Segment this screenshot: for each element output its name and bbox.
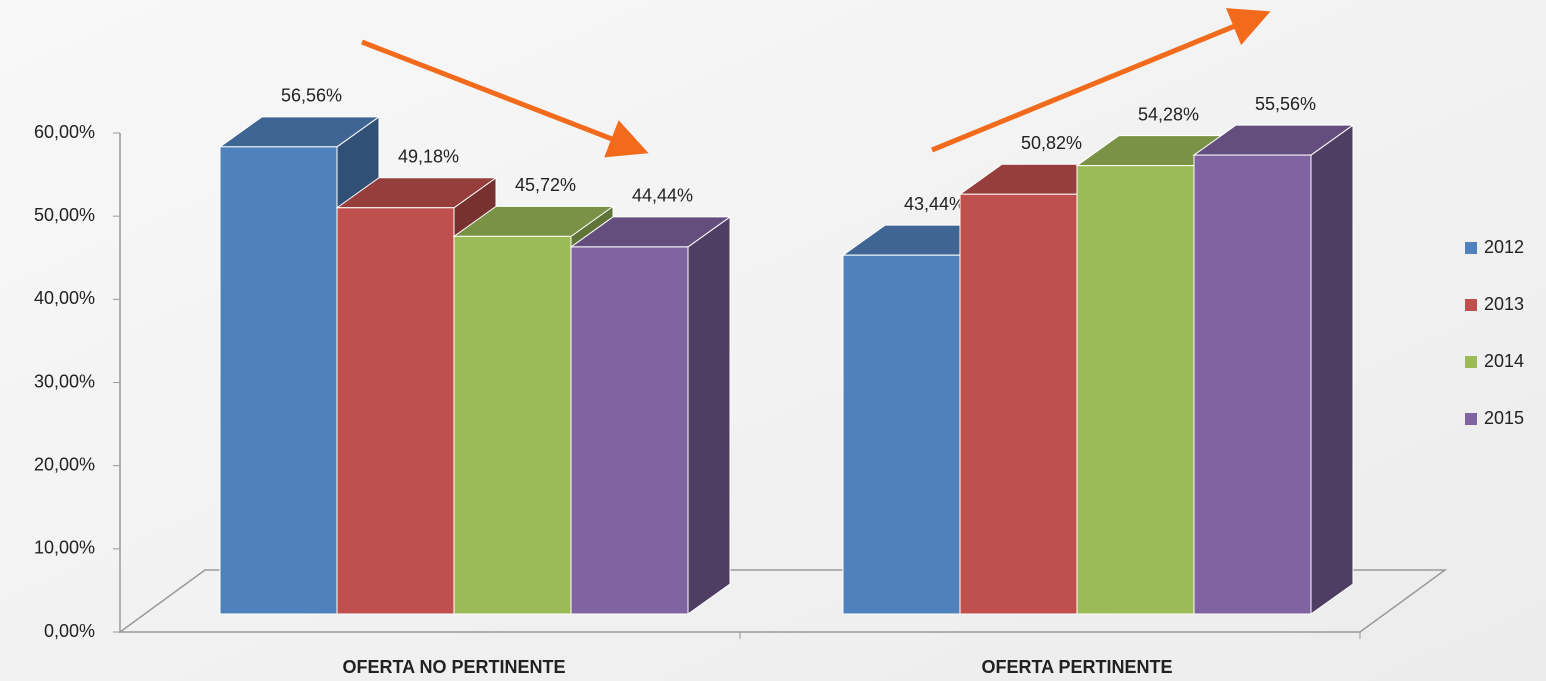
bar xyxy=(1193,154,1312,615)
bar xyxy=(570,246,689,615)
legend-label: 2014 xyxy=(1484,351,1524,371)
trend-arrow xyxy=(931,8,1271,153)
y-tick-label: 20,00% xyxy=(34,454,95,474)
y-tick-label: 40,00% xyxy=(34,288,95,308)
value-label: 54,28% xyxy=(1138,104,1199,124)
legend-swatch xyxy=(1465,413,1477,425)
value-label: 44,44% xyxy=(632,186,693,206)
y-tick-label: 0,00% xyxy=(44,621,95,641)
bar xyxy=(842,254,961,615)
bar xyxy=(336,207,455,615)
bar xyxy=(959,193,1078,615)
legend-label: 2013 xyxy=(1484,294,1524,314)
legend-swatch xyxy=(1465,242,1477,254)
y-tick-label: 50,00% xyxy=(34,205,95,225)
x-tick-label: OFERTA NO PERTINENTE xyxy=(342,657,565,677)
y-tick-label: 10,00% xyxy=(34,538,95,558)
legend-swatch xyxy=(1465,299,1477,311)
y-tick-label: 30,00% xyxy=(34,371,95,391)
legend-label: 2015 xyxy=(1484,408,1524,428)
bar xyxy=(1076,165,1195,615)
value-label: 56,56% xyxy=(281,86,342,106)
value-label: 50,82% xyxy=(1021,133,1082,153)
bar xyxy=(219,146,338,615)
value-label: 43,44% xyxy=(904,194,965,214)
floor xyxy=(117,569,1448,633)
trend-arrow xyxy=(361,39,649,158)
bar-side xyxy=(687,215,731,615)
value-label: 55,56% xyxy=(1255,94,1316,114)
value-label: 45,72% xyxy=(515,175,576,195)
x-tick-label: OFERTA PERTINENTE xyxy=(981,657,1172,677)
legend-label: 2012 xyxy=(1484,237,1524,257)
y-tick-label: 60,00% xyxy=(34,122,95,142)
legend-swatch xyxy=(1465,356,1477,368)
bar xyxy=(453,235,572,615)
bar-side xyxy=(1310,124,1354,615)
value-label: 49,18% xyxy=(398,147,459,167)
